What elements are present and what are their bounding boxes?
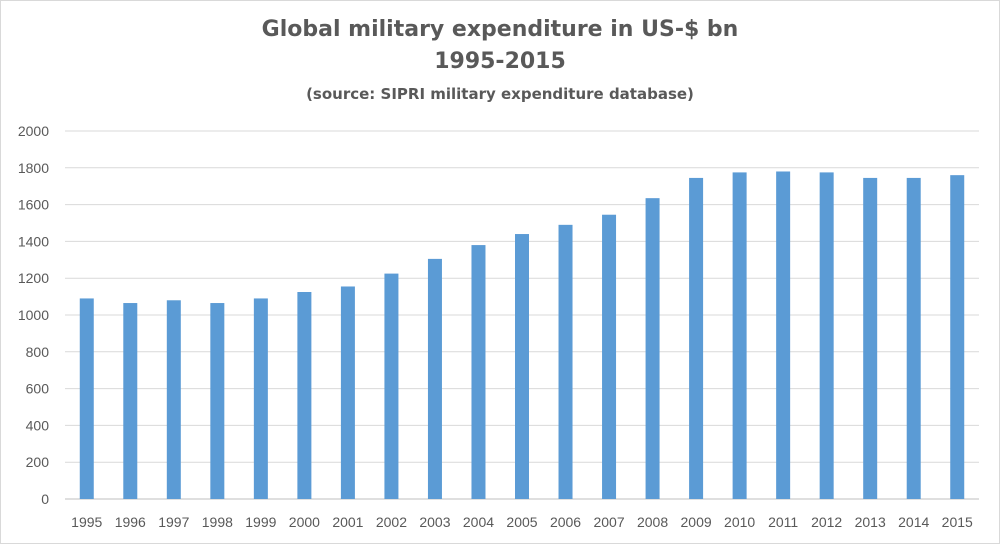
bar-2001 (340, 286, 355, 499)
bar-2003 (427, 258, 442, 499)
y-tick-label: 1000 (18, 307, 49, 323)
bar-2008 (645, 198, 660, 499)
x-tick-label: 2009 (681, 514, 712, 530)
chart-title: Global military expenditure in US-$ bn (261, 17, 739, 42)
x-tick-label: 1999 (245, 514, 276, 530)
bar-2002 (384, 273, 399, 499)
x-tick-label: 2012 (811, 514, 842, 530)
y-tick-label: 1400 (18, 233, 49, 249)
x-tick-label: 2011 (768, 514, 798, 530)
bar-2015 (950, 175, 965, 499)
x-tick-label: 2002 (376, 514, 407, 530)
bar-1999 (253, 298, 268, 499)
bar-2013 (863, 177, 878, 500)
bar-2011 (776, 171, 791, 500)
chart-subtitle: (source: SIPRI military expenditure data… (306, 85, 694, 103)
y-tick-label: 0 (41, 491, 49, 507)
x-tick-label: 2000 (289, 514, 320, 530)
x-tick-label: 2007 (593, 514, 624, 530)
x-tick-label: 1995 (71, 514, 102, 530)
bar-2007 (602, 214, 617, 499)
bar-2014 (906, 177, 921, 500)
y-tick-label: 1200 (18, 270, 49, 286)
y-tick-label: 200 (26, 454, 50, 470)
x-tick-label: 2013 (855, 514, 886, 530)
x-tick-label: 2004 (463, 514, 494, 530)
y-tick-label: 1600 (18, 197, 49, 213)
x-tick-label: 2006 (550, 514, 581, 530)
y-tick-label: 400 (26, 417, 50, 433)
y-tick-label: 1800 (18, 160, 49, 176)
bar-2000 (297, 292, 312, 499)
y-tick-label: 2000 (18, 123, 49, 139)
bar-1997 (166, 300, 181, 499)
x-tick-label: 2014 (898, 514, 929, 530)
bar-2006 (558, 224, 573, 499)
bar-2009 (689, 177, 704, 500)
y-tick-label: 800 (26, 344, 50, 360)
bar-2010 (732, 172, 747, 499)
x-tick-label: 1997 (158, 514, 189, 530)
bar-2004 (471, 245, 486, 499)
bar-2005 (515, 234, 529, 500)
y-tick-label: 600 (26, 381, 50, 397)
x-tick-label: 2001 (332, 514, 363, 530)
x-tick-label: 2003 (419, 514, 450, 530)
bar-1995 (79, 298, 94, 499)
x-tick-label: 1998 (202, 514, 233, 530)
bar-2012 (819, 172, 834, 499)
bar-1998 (210, 303, 225, 499)
x-tick-label: 2015 (942, 514, 973, 530)
chart-title-years: 1995-2015 (434, 49, 566, 74)
x-tick-label: 2008 (637, 514, 668, 530)
bar-1996 (123, 303, 138, 499)
x-tick-label: 1996 (115, 514, 146, 530)
x-tick-label: 2010 (724, 514, 755, 530)
x-tick-label: 2005 (506, 514, 537, 530)
